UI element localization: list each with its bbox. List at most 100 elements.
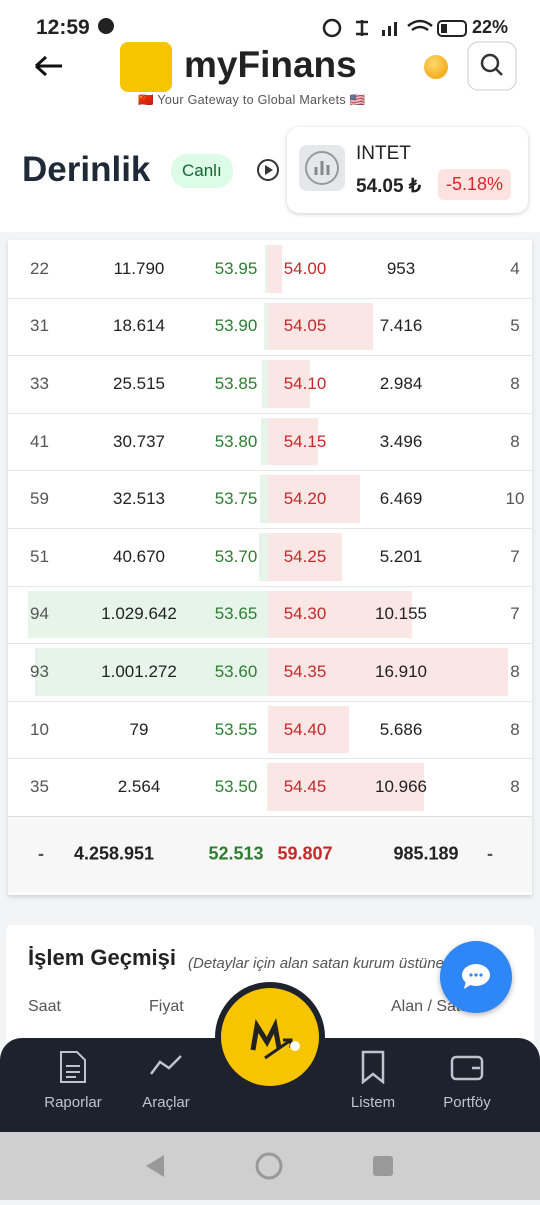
depth-cell: 53.75: [215, 489, 258, 509]
depth-cell: 54.25: [284, 547, 327, 567]
play-button[interactable]: [256, 158, 280, 182]
depth-cell: 53.50: [215, 777, 258, 797]
depth-cell: 5.686: [380, 720, 423, 740]
depth-cell: 59: [30, 489, 49, 509]
portfolio-icon[interactable]: [450, 1052, 484, 1082]
depth-cell: 25.515: [113, 374, 165, 394]
tools-icon[interactable]: [148, 1052, 184, 1078]
fab-ring: [215, 982, 325, 1092]
row-divider: [8, 528, 532, 529]
total-cell: 4.258.951: [74, 844, 154, 865]
depth-cell: 54.15: [284, 432, 327, 452]
total-cell: -: [487, 844, 493, 865]
battery: 22%: [472, 17, 508, 38]
bid-bar: [259, 533, 268, 581]
system-buttons: [0, 1132, 540, 1200]
history-col: Saat: [28, 998, 61, 1016]
depth-cell: 54.00: [284, 259, 327, 279]
status-icons: [322, 16, 472, 40]
depth-cell: 53.55: [215, 720, 258, 740]
depth-cell: 7: [510, 547, 519, 567]
live-badge: Canlı: [171, 154, 233, 188]
depth-cell: 7: [510, 604, 519, 624]
depth-cell: 35: [30, 777, 49, 797]
depth-cell: 11.790: [114, 259, 165, 279]
search-button[interactable]: [467, 41, 517, 91]
depth-cell: 94: [30, 604, 49, 624]
row-divider: [8, 413, 532, 414]
depth-cell: 54.20: [284, 489, 327, 509]
nav-label[interactable]: Araçlar: [142, 1094, 190, 1111]
depth-cell: 30.737: [113, 432, 165, 452]
depth-cell: 8: [510, 374, 519, 394]
nav-label[interactable]: Listem: [351, 1094, 395, 1111]
nav-label[interactable]: Raporlar: [44, 1094, 102, 1111]
ticker-change: -5.18%: [438, 169, 511, 200]
depth-cell: 31: [30, 316, 49, 336]
row-divider: [8, 470, 532, 471]
depth-cell: 32.513: [113, 489, 165, 509]
depth-cell: 53.90: [215, 316, 258, 336]
depth-cell: 10.966: [375, 777, 427, 797]
row-divider: [8, 298, 532, 299]
row-divider: [8, 758, 532, 759]
depth-table: 22 11.790 53.95 54.00 953 4 31 18.614 53.90 54.05…: [8, 240, 532, 895]
fab-button[interactable]: [221, 988, 319, 1086]
depth-cell: 6.469: [380, 489, 423, 509]
row-divider: [8, 701, 532, 702]
depth-cell: 1.001.272: [101, 662, 177, 682]
back-button[interactable]: [32, 54, 64, 78]
depth-cell: 54.40: [284, 720, 327, 740]
depth-cell: 5.201: [380, 547, 423, 567]
depth-cell: 54.10: [284, 374, 327, 394]
depth-cell: 3.496: [380, 432, 423, 452]
depth-cell: 4: [510, 259, 519, 279]
depth-cell: 10: [30, 720, 49, 740]
depth-cell: 1.029.642: [101, 604, 177, 624]
total-cell: 52.513: [208, 844, 263, 865]
chat-icon: [440, 941, 512, 1013]
ticker-price: 54.05 ₺: [356, 175, 421, 198]
depth-cell: 54.05: [284, 316, 327, 336]
row-divider: [8, 586, 532, 587]
depth-cell: 54.35: [284, 662, 327, 682]
row-divider: [8, 643, 532, 644]
top-bar: 12:59 22% myFinans 🇨🇳 Your Gateway to Gl…: [0, 0, 540, 232]
depth-cell: 8: [510, 720, 519, 740]
depth-cell: 53.85: [215, 374, 258, 394]
depth-cell: 5: [510, 316, 519, 336]
depth-cell: 33: [30, 374, 49, 394]
depth-cell: 53.95: [215, 259, 258, 279]
time: 12:59: [36, 16, 90, 40]
depth-cell: 54.30: [284, 604, 327, 624]
depth-cell: 51: [30, 547, 49, 567]
total-cell: 59.807: [277, 844, 332, 865]
bid-bar: [260, 475, 268, 523]
depth-cell: 53.65: [215, 604, 258, 624]
logo: [120, 42, 172, 92]
chat-button[interactable]: [440, 941, 512, 1013]
nav-label[interactable]: Portföy: [443, 1094, 491, 1111]
total-cell: 985.189: [393, 844, 458, 865]
depth-cell: 8: [510, 432, 519, 452]
depth-cell: 41: [30, 432, 49, 452]
depth-cell: 2.984: [380, 374, 423, 394]
depth-cell: 53.80: [215, 432, 258, 452]
depth-cell: 953: [387, 259, 415, 279]
depth-cell: 7.416: [380, 316, 423, 336]
ticker-icon: [299, 145, 345, 191]
status-dot: [98, 18, 114, 34]
list-icon[interactable]: [360, 1050, 386, 1084]
fab-icon: [221, 988, 319, 1086]
depth-cell: 22: [30, 259, 49, 279]
depth-cell: 18.614: [113, 316, 165, 336]
row-divider: [8, 355, 532, 356]
tagline: 🇨🇳 Your Gateway to Global Markets 🇺🇸: [138, 93, 366, 108]
depth-cell: 8: [510, 777, 519, 797]
ticker-card[interactable]: INTET 54.05 ₺ -5.18%: [287, 127, 528, 213]
page-title: Derinlik: [22, 150, 150, 190]
reports-icon[interactable]: [58, 1050, 88, 1084]
bid-bar: [261, 418, 268, 466]
theme-toggle[interactable]: [424, 55, 448, 79]
